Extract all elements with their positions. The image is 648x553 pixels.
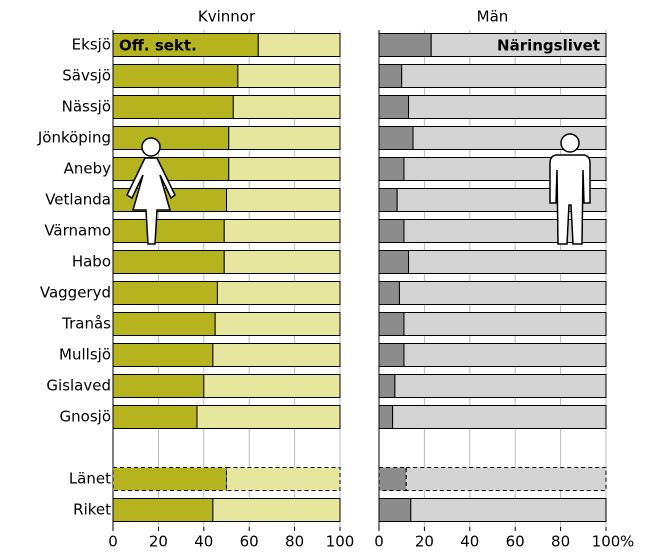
bar-segment — [410, 498, 607, 522]
category-label: Värnamo — [44, 222, 111, 240]
bar-segment — [228, 157, 341, 181]
x-tick-label: 20 — [149, 533, 168, 551]
bar-segment — [403, 219, 607, 243]
x-unit: % — [620, 533, 634, 551]
bar-segment — [112, 126, 230, 150]
bar-segment — [112, 95, 234, 119]
x-tick-label: 60 — [506, 533, 525, 551]
x-tick-label: 40 — [460, 533, 479, 551]
bar-segment — [112, 312, 216, 336]
bar-segment — [403, 312, 607, 336]
bar-segment — [223, 219, 341, 243]
bar-segment — [216, 281, 341, 305]
bar-segment — [378, 157, 405, 181]
bar-segment — [226, 188, 341, 212]
bar-segment — [405, 467, 607, 491]
category-label: Nässjö — [62, 98, 111, 116]
bar-segment — [394, 374, 607, 398]
category-label: Vaggeryd — [40, 284, 111, 302]
category-label: Tranås — [61, 315, 111, 333]
category-label: Riket — [73, 501, 111, 519]
panel-title: Män — [477, 8, 509, 26]
category-label: Vetlanda — [45, 191, 111, 209]
x-tick-label: 100 — [326, 533, 355, 551]
bar-segment — [203, 374, 341, 398]
bar-segment — [403, 343, 607, 367]
x-tick-label: 0 — [108, 533, 118, 551]
x-tick-label: 60 — [240, 533, 259, 551]
bar-segment — [228, 126, 341, 150]
bar-segment — [226, 467, 341, 491]
bar-segment — [112, 405, 198, 429]
bar-segment — [378, 498, 412, 522]
category-label: Sävsjö — [62, 67, 111, 85]
x-tick-label: 20 — [415, 533, 434, 551]
category-label: Gnosjö — [60, 408, 111, 426]
bar-segment — [112, 157, 230, 181]
x-tick-label: 80 — [285, 533, 304, 551]
bar-segment — [112, 219, 225, 243]
bar-segment — [378, 250, 410, 274]
bar-segment — [112, 64, 239, 88]
bar-segment — [112, 374, 205, 398]
bar-segment — [223, 250, 341, 274]
bar-segment — [408, 250, 607, 274]
x-tick-label: 80 — [551, 533, 570, 551]
bar-segment — [112, 281, 218, 305]
bar-segment — [237, 64, 341, 88]
bar-segment — [408, 95, 607, 119]
bar-segment — [378, 64, 403, 88]
bar-segment — [378, 188, 398, 212]
category-label: Gislaved — [46, 377, 111, 395]
bar-segment — [112, 498, 214, 522]
bar-segment — [212, 498, 341, 522]
bar-segment — [112, 343, 214, 367]
icon-head — [560, 133, 580, 153]
panel-title: Kvinnor — [198, 8, 256, 26]
bar-segment — [401, 64, 607, 88]
bar-segment — [378, 374, 396, 398]
icon-body — [126, 157, 176, 245]
bar-segment — [214, 312, 341, 336]
woman-icon — [126, 137, 176, 245]
category-label: Eksjö — [72, 36, 111, 54]
bar-segment — [378, 126, 414, 150]
bar-segment — [430, 33, 607, 57]
x-tick-label: 40 — [194, 533, 213, 551]
bar-segment — [257, 33, 341, 57]
bar-segment — [378, 405, 394, 429]
bar-segment — [378, 95, 410, 119]
bar-segment — [412, 126, 607, 150]
category-label: Mullsjö — [59, 346, 111, 364]
category-label: Habo — [72, 253, 111, 271]
category-label: Aneby — [64, 160, 112, 178]
bar-segment — [112, 250, 225, 274]
x-tick-label: 100 — [592, 533, 621, 551]
bar-segment — [378, 343, 405, 367]
icon-head — [141, 137, 161, 157]
bar-segment — [212, 343, 341, 367]
bar-segment — [378, 281, 400, 305]
bar-segment — [392, 405, 607, 429]
bar-segment — [232, 95, 341, 119]
bar-segment — [378, 219, 405, 243]
legend-label: Näringslivet — [497, 37, 600, 55]
bar-segment — [378, 33, 432, 57]
man-icon — [549, 133, 591, 245]
bar-segment — [378, 467, 407, 491]
legend-label: Off. sekt. — [119, 37, 197, 55]
category-label: Länet — [69, 470, 111, 488]
bar-segment — [196, 405, 341, 429]
bar-segment — [378, 312, 405, 336]
x-tick-label: 0 — [374, 533, 384, 551]
category-label: Jönköping — [37, 129, 111, 147]
icon-body — [549, 154, 591, 245]
bar-segment — [112, 467, 227, 491]
bar-segment — [398, 281, 607, 305]
